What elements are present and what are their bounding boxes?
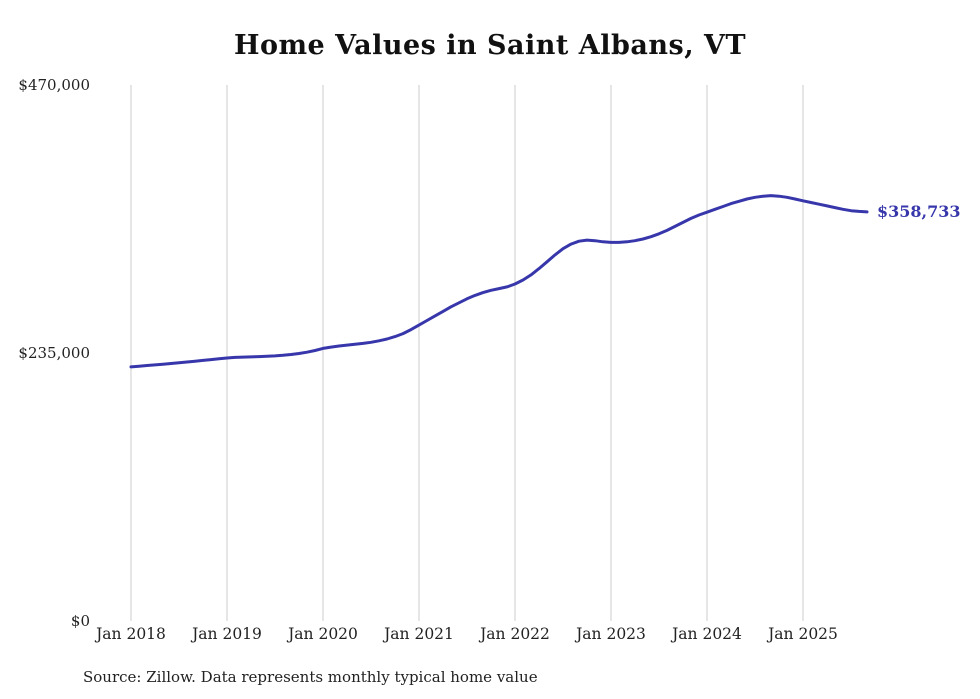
source-note: Source: Zillow. Data represents monthly … (83, 668, 538, 686)
x-tick-label: Jan 2019 (192, 625, 262, 643)
x-tick-label: Jan 2023 (576, 625, 646, 643)
x-tick-label: Jan 2021 (384, 625, 454, 643)
x-tick-label: Jan 2020 (288, 625, 358, 643)
x-tick-label: Jan 2024 (672, 625, 742, 643)
current-value-label: $358,733 (877, 201, 961, 221)
y-tick-label: $235,000 (18, 344, 90, 362)
x-tick-label: Jan 2022 (480, 625, 550, 643)
x-tick-label: Jan 2018 (96, 625, 166, 643)
gridlines-group (130, 85, 804, 621)
y-tick-label: $0 (70, 612, 90, 630)
chart-title: Home Values in Saint Albans, VT (233, 30, 747, 61)
y-tick-label: $470,000 (18, 76, 90, 94)
home-value-line (129, 194, 869, 369)
x-tick-label: Jan 2025 (768, 625, 838, 643)
